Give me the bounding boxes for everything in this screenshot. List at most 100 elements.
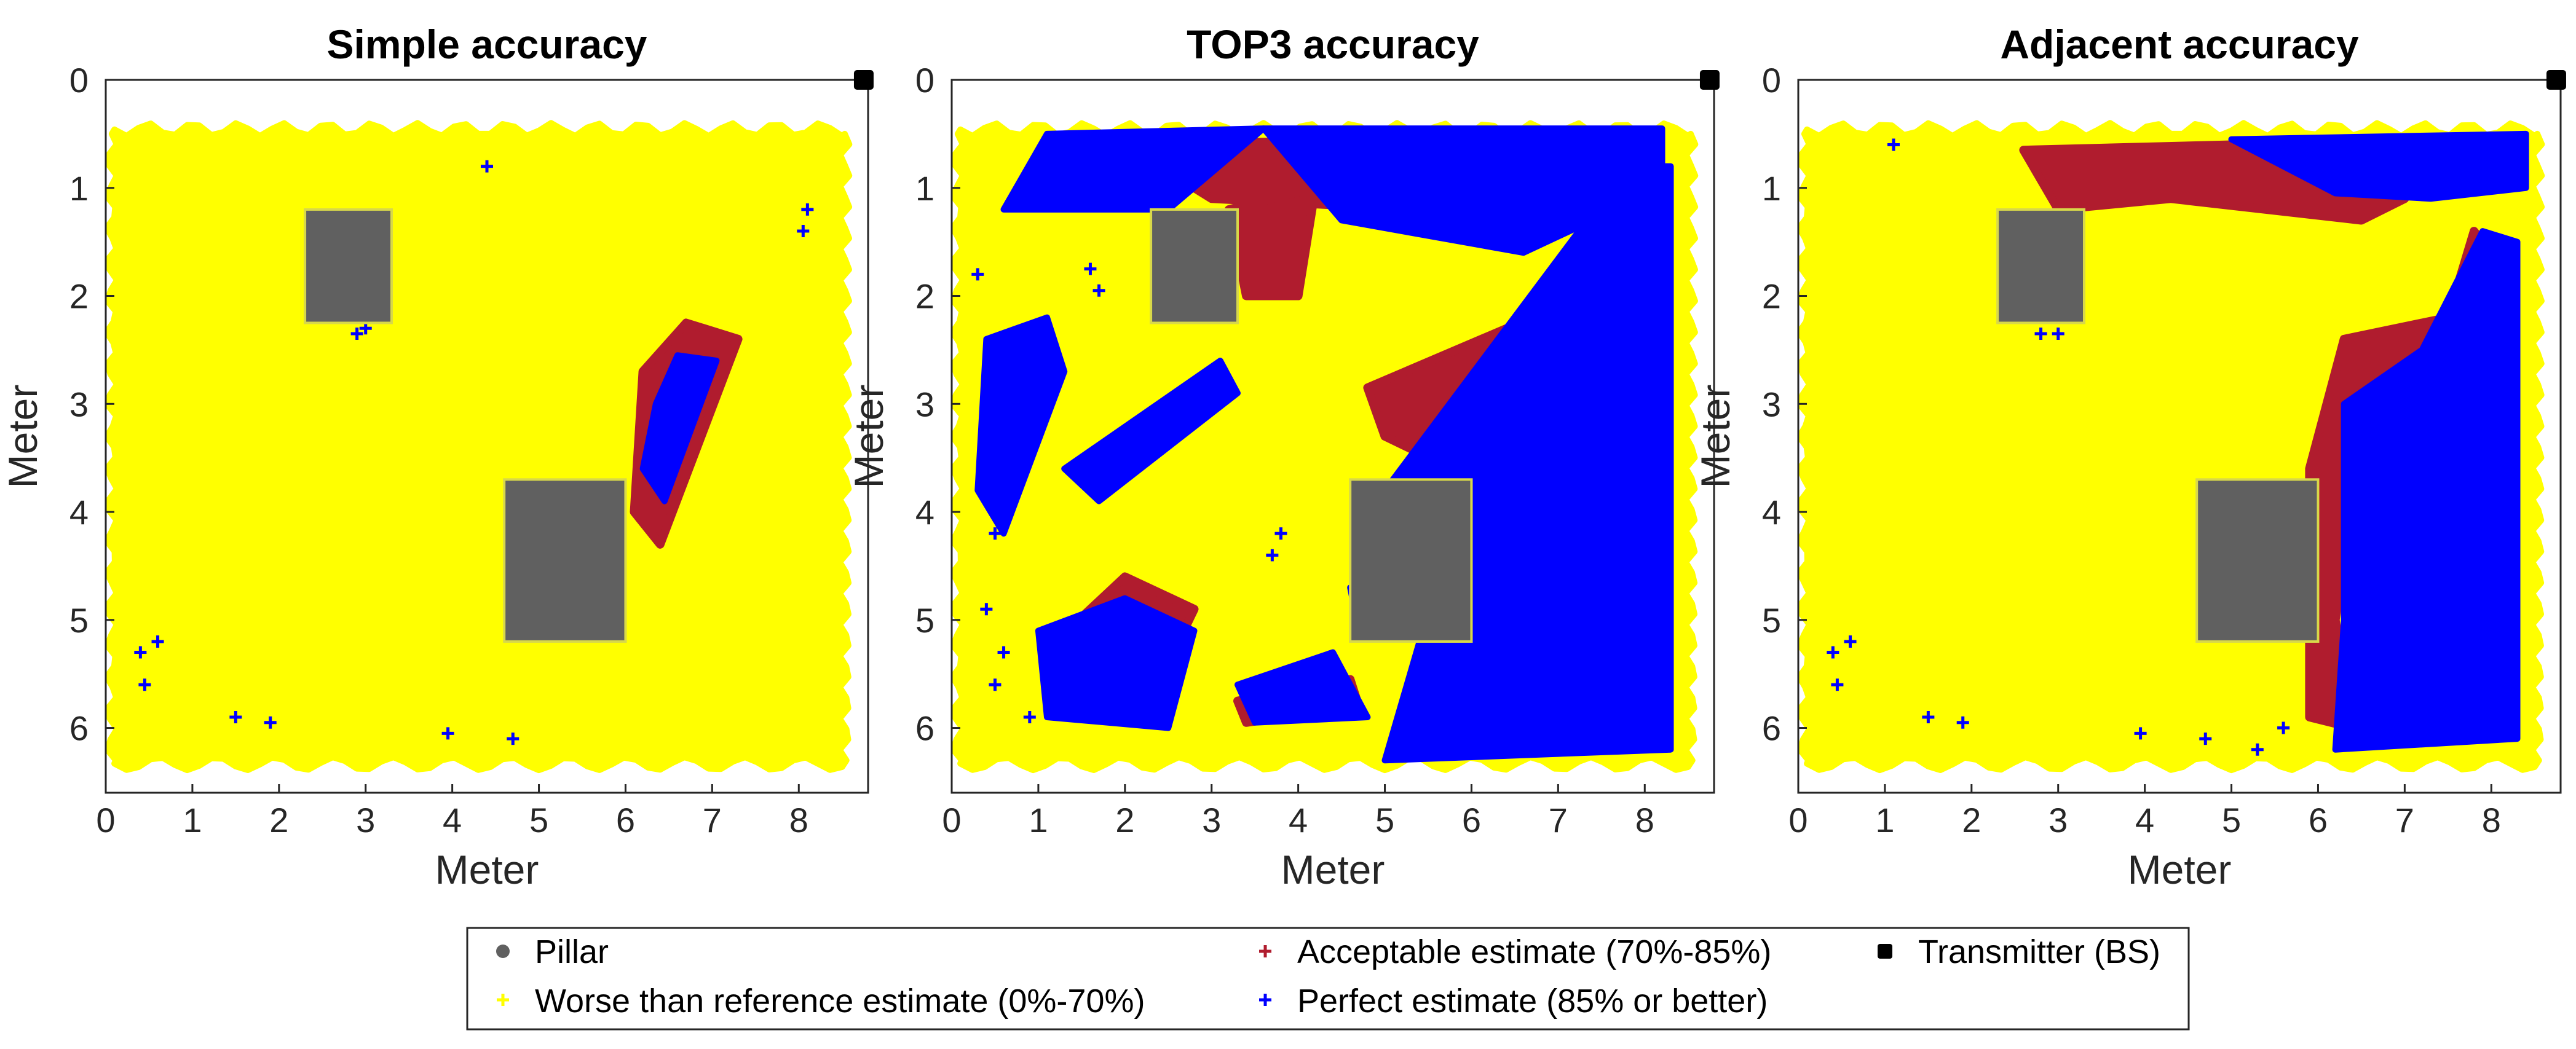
legend-label-perfect: Perfect estimate (85% or better) (1297, 983, 1768, 1020)
perfect-point (989, 527, 1002, 540)
plot-adjacent: Adjacent accuracy 0 1 2 3 4 5 6 7 8 0 1 2 3 4 5 6 Meter Me… (1693, 22, 2566, 892)
x-tick-label: 0 (1788, 801, 1808, 839)
x-tick-label: 6 (616, 801, 635, 839)
pillar-2 (1349, 478, 1473, 643)
x-tick-label: 7 (703, 801, 722, 839)
legend-marker-acceptable (1259, 945, 1271, 957)
y-tick-label: 4 (1762, 493, 1781, 532)
legend-marker-worse (497, 994, 509, 1006)
perfect-point (1887, 138, 1900, 151)
perfect-point (1092, 284, 1105, 297)
pillar-1 (304, 208, 393, 324)
plot-title-top3: TOP3 accuracy (1187, 22, 1479, 67)
x-tick-label: 3 (356, 801, 375, 839)
x-tick-label: 8 (2482, 801, 2501, 839)
x-tick-label: 6 (2309, 801, 2328, 839)
pillar-1 (1996, 208, 2085, 324)
plot-title-simple: Simple accuracy (327, 22, 647, 67)
x-tick-label: 1 (1029, 801, 1048, 839)
legend-label-transmitter: Transmitter (BS) (1918, 933, 2160, 970)
perfect-point (1274, 527, 1287, 540)
x-tick-label: 8 (789, 801, 808, 839)
legend-box (466, 927, 2190, 1031)
legend-item-transmitter: Transmitter (BS) (1878, 933, 2160, 970)
y-tick-label: 5 (1762, 601, 1781, 640)
legend-item-worse: Worse than reference estimate (0%-70%) (497, 983, 1145, 1020)
legend-marker-transmitter (1878, 944, 1892, 959)
y-tick-label: 0 (69, 61, 89, 100)
transmitter-marker (2546, 70, 2566, 90)
y-tick-label: 2 (915, 277, 934, 316)
x-tick-label: 3 (2049, 801, 2068, 839)
plot-area-top3 (952, 120, 1699, 774)
subplots: Simple accuracy 0 1 2 3 4 5 6 7 8 0 1 2 3 4 5 6 Meter Mete… (0, 22, 2566, 892)
plot-title-adjacent: Adjacent accuracy (2000, 22, 2359, 67)
y-tick-label: 4 (915, 493, 934, 532)
y-tick-label: 1 (915, 169, 934, 208)
region-perfect (639, 352, 720, 505)
y-axis-label: Meter (1693, 385, 1738, 489)
perfect-point (350, 328, 363, 340)
x-tick-label: 4 (1289, 801, 1308, 839)
perfect-point (2034, 328, 2047, 340)
perfect-point (1084, 262, 1097, 275)
perfect-point (2134, 727, 2147, 740)
perfect-point (229, 710, 242, 723)
x-tick-label: 3 (1202, 801, 1221, 839)
y-tick-label: 1 (1762, 169, 1781, 208)
perfect-point (1831, 678, 1844, 691)
perfect-point (2199, 733, 2212, 745)
perfect-point (797, 225, 810, 238)
y-tick-label: 3 (1762, 385, 1781, 423)
y-tick-label: 6 (69, 709, 89, 748)
x-tick-label: 0 (96, 801, 115, 839)
y-axis-label: Meter (846, 385, 891, 489)
legend-label-pillar: Pillar (535, 933, 609, 970)
plot-area-adjacent (1798, 120, 2545, 774)
region-perfect (2228, 130, 2529, 202)
y-tick-label: 3 (69, 385, 89, 423)
region-perfect (1235, 649, 1371, 726)
perfect-point (507, 733, 520, 745)
perfect-point (441, 727, 454, 740)
x-tick-label: 0 (942, 801, 961, 839)
x-tick-label: 7 (1549, 801, 1568, 839)
y-tick-label: 0 (915, 61, 934, 100)
perfect-point (971, 268, 984, 281)
perfect-point (264, 716, 277, 729)
legend-marker-perfect (1259, 994, 1271, 1006)
legend-marker-pillar (496, 945, 510, 958)
pillar-2 (2195, 478, 2320, 643)
x-tick-label: 1 (1875, 801, 1894, 839)
x-tick-label: 2 (1115, 801, 1134, 839)
legend-item-pillar: Pillar (496, 933, 609, 970)
perfect-point (1023, 710, 1036, 723)
perfect-point (1922, 710, 1935, 723)
region-perfect (1061, 358, 1241, 505)
x-tick-label: 5 (1375, 801, 1394, 839)
plot-simple: Simple accuracy 0 1 2 3 4 5 6 7 8 0 1 2 3 4 5 6 Meter Mete… (0, 22, 874, 892)
region-perfect (2332, 228, 2521, 753)
region-perfect (974, 314, 1068, 537)
y-axis-label: Meter (0, 385, 45, 489)
y-tick-label: 3 (915, 385, 934, 423)
plot-top3: TOP3 accuracy 0 1 2 3 4 5 6 7 8 0 1 2 3 4 5 6 Meter Meter (846, 22, 1720, 892)
pillar-1 (1150, 208, 1239, 324)
y-tick-label: 6 (1762, 709, 1781, 748)
perfect-point (997, 646, 1010, 659)
legend: Pillar Worse than reference estimate (0%… (466, 927, 2190, 1031)
legend-item-perfect: Perfect estimate (85% or better) (1259, 983, 1768, 1020)
perfect-point (2052, 328, 2064, 340)
legend-item-acceptable: Acceptable estimate (70%-85%) (1259, 933, 1771, 970)
y-tick-label: 5 (915, 601, 934, 640)
perfect-point (989, 678, 1002, 691)
y-tick-label: 5 (69, 601, 89, 640)
y-tick-label: 6 (915, 709, 934, 748)
x-tick-label: 7 (2395, 801, 2414, 839)
plot-area-simple (106, 120, 853, 774)
region-perfect (1035, 595, 1198, 731)
x-tick-label: 8 (1635, 801, 1654, 839)
axes-box (105, 79, 869, 794)
perfect-point (138, 678, 151, 691)
